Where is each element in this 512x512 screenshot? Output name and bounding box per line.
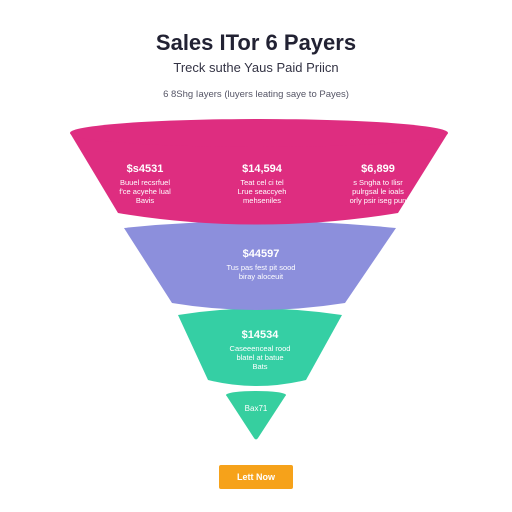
stage4-label: Bax71 — [226, 404, 286, 413]
stage2-desc-1: Tus pas fest pit sood — [226, 263, 296, 272]
stage3-desc-3: Bats — [252, 362, 268, 371]
stage3-label: $14534 Caseeenceal rood blatel at batue … — [210, 329, 310, 371]
stage1-center-value: $14,594 — [242, 163, 282, 175]
stage1-right-desc-3: orly psir iseg pun — [349, 196, 407, 205]
stage3-value: $14534 — [241, 329, 279, 341]
stage1-right-value: $6,899 — [361, 163, 395, 175]
stage1-center-desc-3: mehseniles — [243, 196, 281, 205]
stage1-left-label: $s4531 Buuel recsrfuel f'ce acyehe lual … — [100, 163, 190, 205]
stage1-right-desc-1: s Sngha to Ilisr — [353, 178, 403, 187]
stage3-desc-1: Caseeenceal rood — [229, 344, 291, 353]
stage1-left-desc-1: Buuel recsrfuel — [119, 178, 171, 187]
stage2-desc-2: biray aloceuit — [238, 272, 284, 281]
stage4-value: Bax71 — [244, 404, 268, 413]
funnel-stage-1 — [70, 119, 448, 225]
stage1-center-desc-1: Teat cel ci tel — [240, 178, 284, 187]
stage2-label: $44597 Tus pas fest pit sood biray aloce… — [196, 248, 326, 281]
funnel-caption: 6 8Shg Iayers (luyers leating saye to Pa… — [163, 89, 349, 100]
stage1-center-desc-2: Lrue seaccyeh — [237, 187, 287, 196]
stage3-desc-2: blatel at batue — [236, 353, 284, 362]
stage1-right-label: $6,899 s Sngha to Ilisr pulrgsal le ioal… — [333, 163, 423, 205]
let-now-button[interactable]: Lett Now — [219, 465, 293, 489]
funnel-stage-3 — [178, 308, 342, 386]
funnel-subtitle: Treck suthe Yaus Paid Priicn — [173, 60, 339, 75]
funnel-stage-4 — [226, 391, 286, 440]
stage1-left-value: $s4531 — [126, 163, 164, 175]
stage2-value: $44597 — [242, 248, 280, 260]
funnel-stage-2 — [124, 221, 396, 310]
stage1-left-desc-3: Bavis — [135, 196, 155, 205]
stage1-center-label: $14,594 Teat cel ci tel Lrue seaccyeh me… — [217, 163, 307, 205]
funnel-title: Sales ITor 6 Payers — [155, 30, 357, 55]
stage1-right-desc-2: pulrgsal le ioals — [352, 187, 404, 196]
stage1-left-desc-2: f'ce acyehe lual — [119, 187, 171, 196]
